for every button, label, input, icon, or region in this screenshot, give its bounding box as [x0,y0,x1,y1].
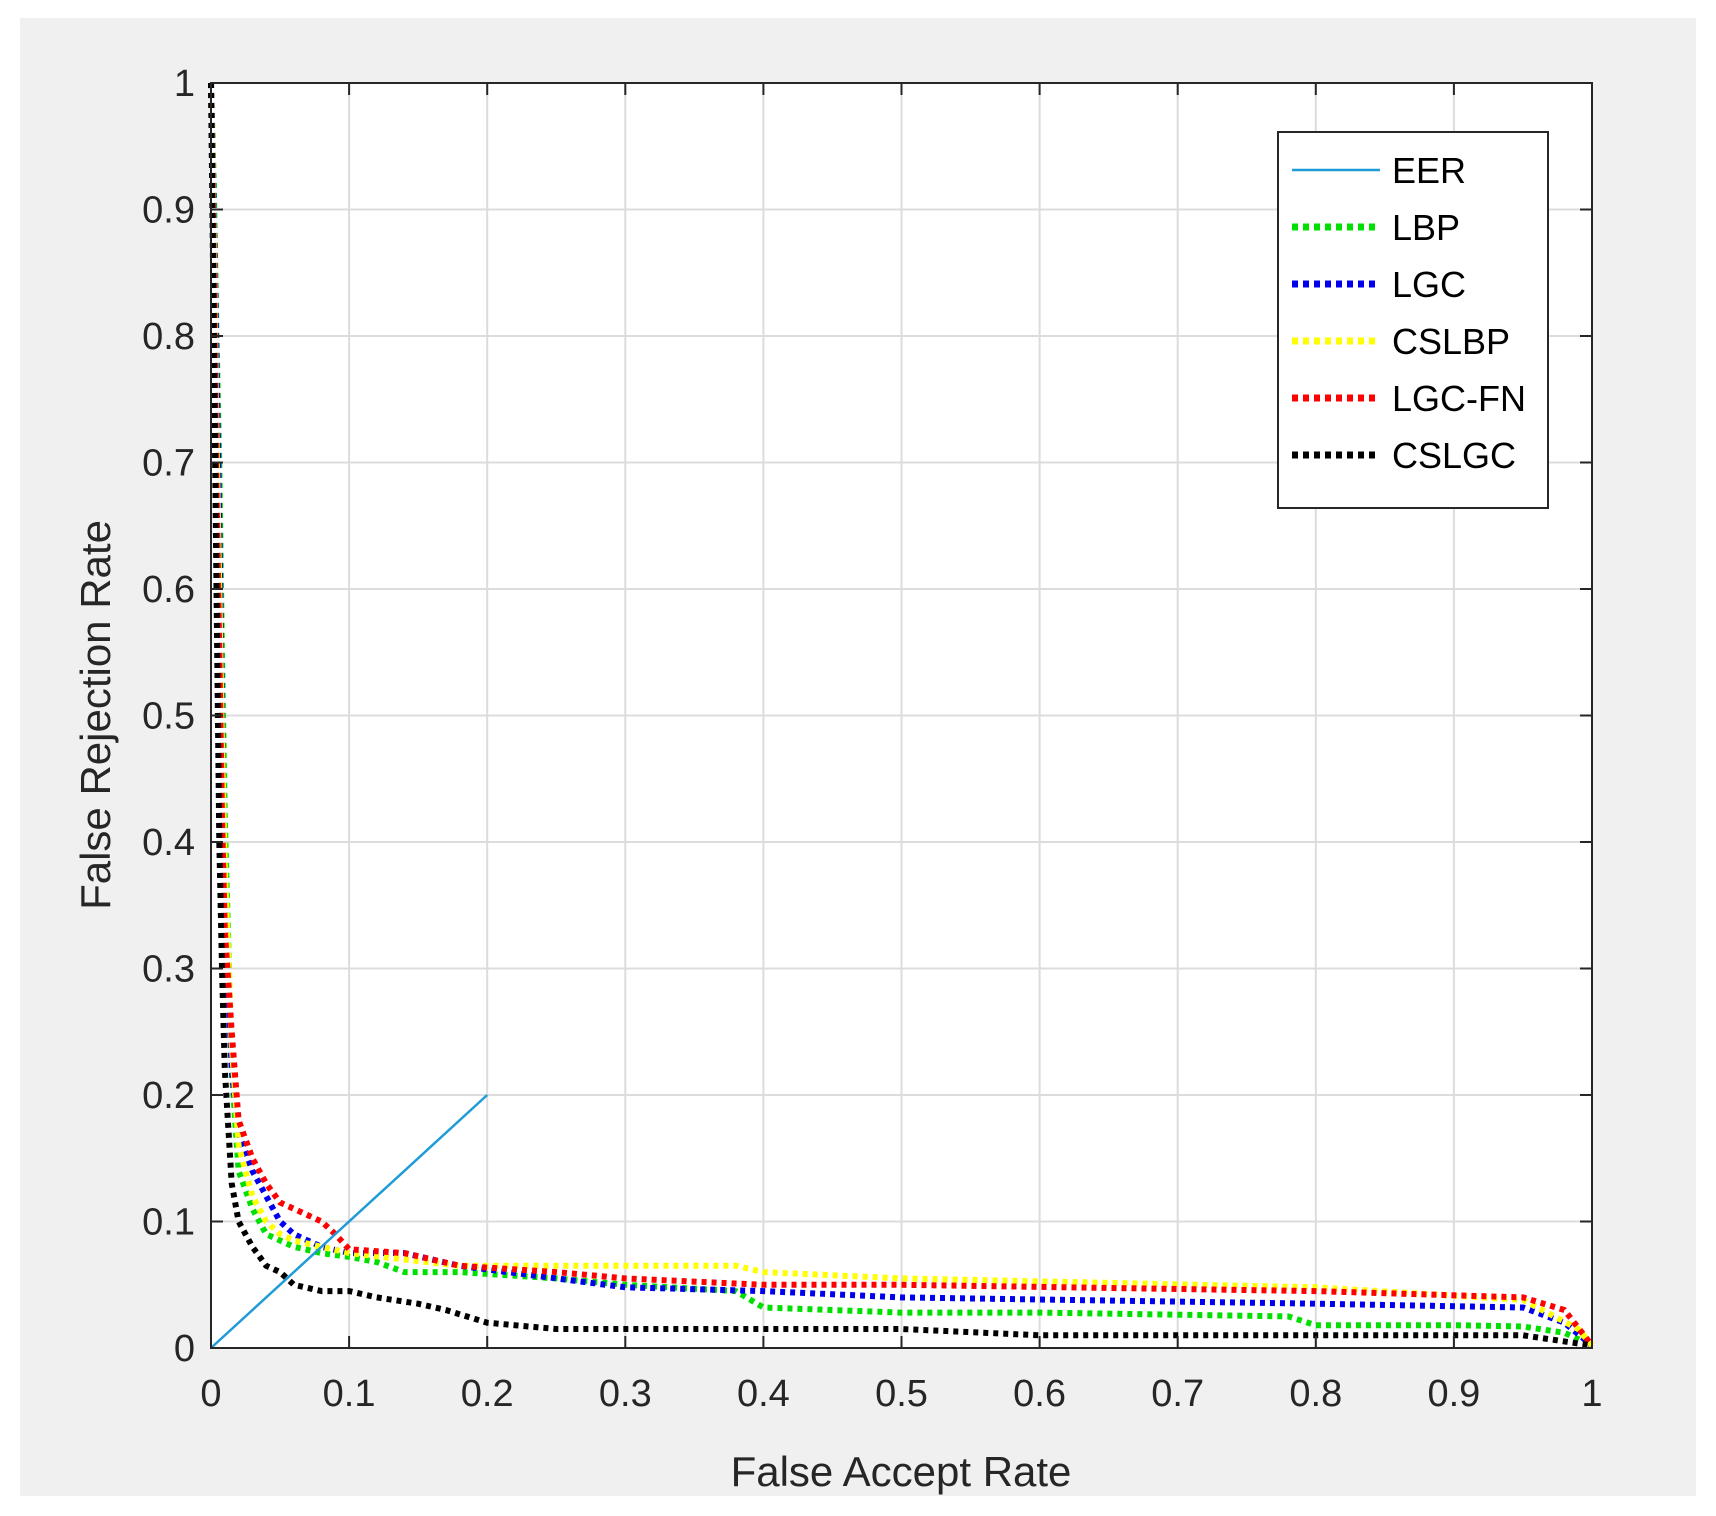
legend-label-lgc-fn: LGC-FN [1392,378,1526,419]
legend-label-lbp: LBP [1392,207,1460,248]
y-tick-label: 0.7 [142,443,195,485]
y-tick-label: 0.1 [142,1202,195,1244]
y-tick-label: 1 [174,63,195,105]
series-line-eer [210,1094,489,1349]
y-tick-label: 0.8 [142,316,195,358]
x-tick-label: 0.1 [323,1373,376,1415]
x-tick-label: 0.2 [461,1373,514,1415]
legend-label-cslgc: CSLGC [1392,435,1516,476]
legend-box [1277,131,1549,509]
x-tick-label: 0.9 [1427,1373,1480,1415]
series-line-lbp [208,82,1594,1349]
x-tick-label: 0 [200,1373,221,1415]
y-axis-title: False Rejection Rate [72,520,119,910]
y-tick-label: 0.2 [142,1075,195,1117]
y-tick-label: 0.5 [142,696,195,738]
series-line-cslgc [208,82,1593,1349]
y-tick-label: 0.3 [142,949,195,991]
x-tick-label: 0.6 [1013,1373,1066,1415]
x-axis-title: False Accept Rate [731,1448,1072,1495]
y-tick-label: 0.9 [142,190,195,232]
ticks: 0 0.1 0.2 0.3 0.4 0.5 0.6 0.7 0.8 0.9 1 0 0.1 0.2 0.3 0… [142,63,1602,1415]
y-tick-label: 0.6 [142,569,195,611]
x-tick-label: 0.7 [1151,1373,1204,1415]
legend-label-cslbp: CSLBP [1392,321,1510,362]
x-tick-label: 0.5 [875,1373,928,1415]
legend-label-lgc: LGC [1392,264,1466,305]
x-tick-label: 1 [1581,1373,1602,1415]
y-tick-label: 0 [174,1328,195,1370]
legend: EER LBP LGC CSLBP LGC-FN CSLGC [1277,131,1549,509]
x-tick-label: 0.4 [737,1373,790,1415]
x-tick-label: 0.8 [1289,1373,1342,1415]
y-tick-label: 0.4 [142,822,195,864]
legend-label-eer: EER [1392,150,1466,191]
x-tick-label: 0.3 [599,1373,652,1415]
